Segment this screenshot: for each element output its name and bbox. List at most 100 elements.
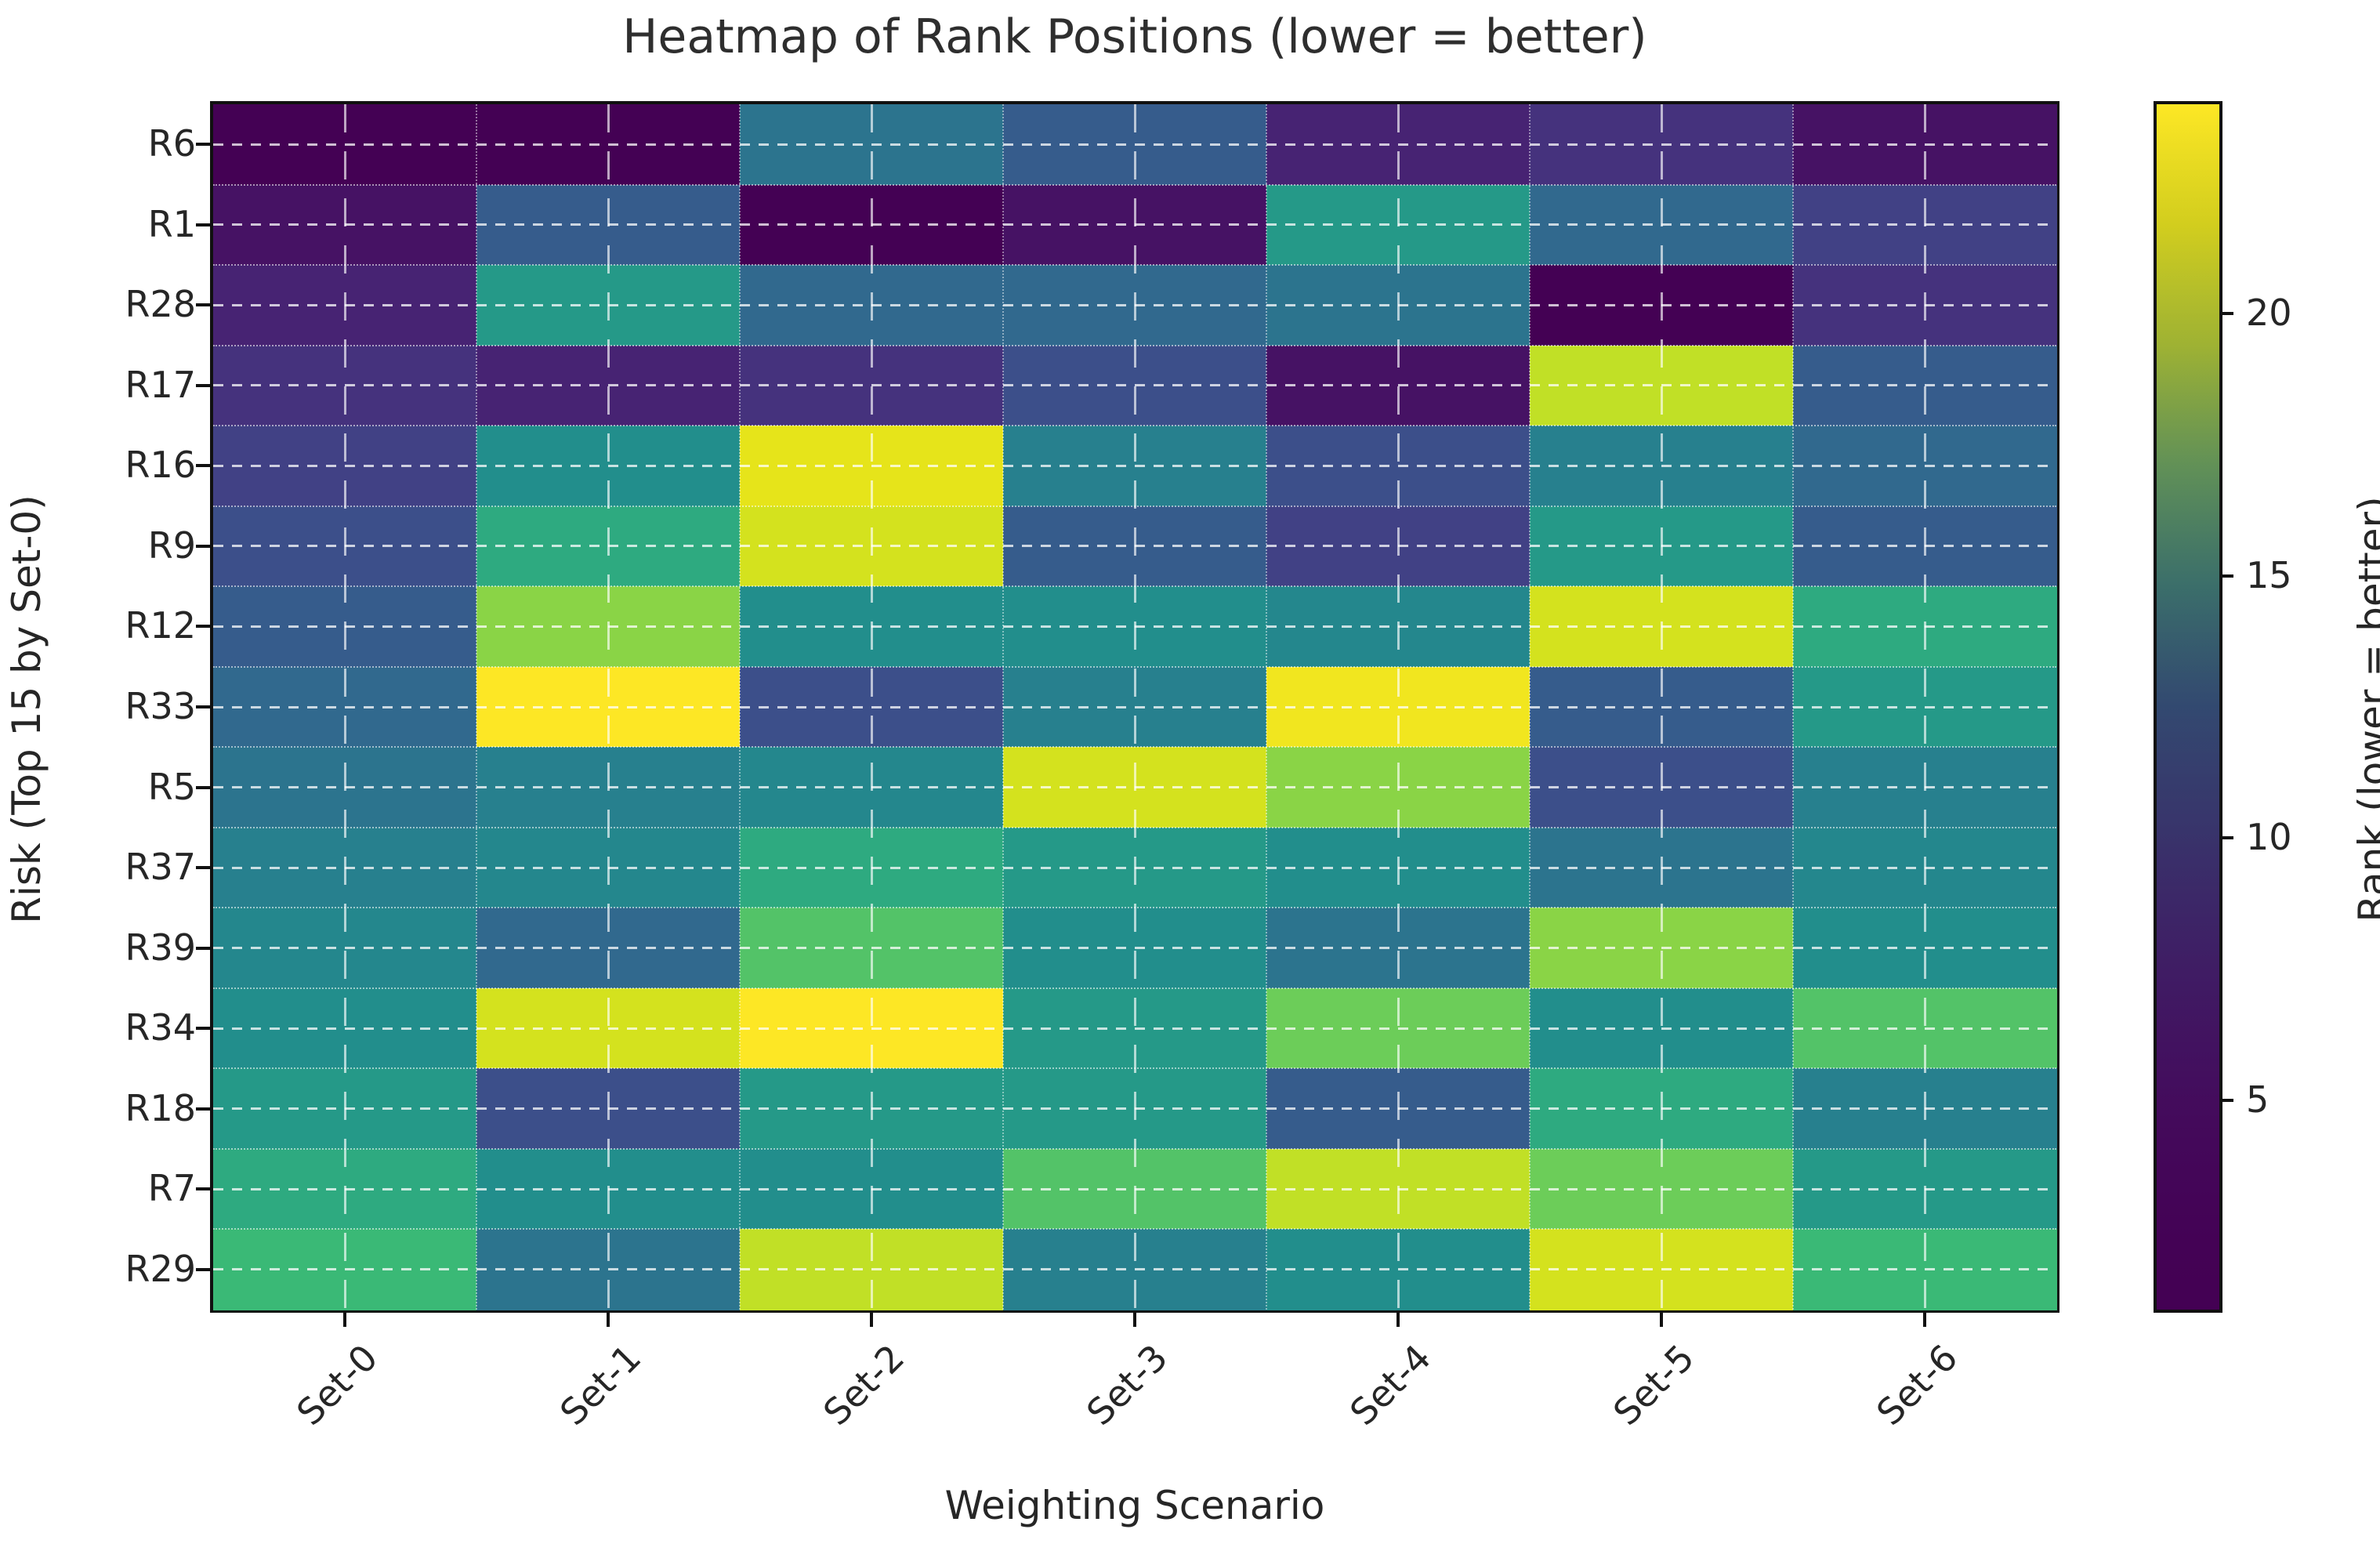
heatmap-cell: [740, 666, 1004, 748]
heatmap-plot-area: [210, 101, 2059, 1313]
colorbar-tick: [2219, 312, 2233, 316]
y-tick-label: R18: [125, 1086, 197, 1129]
x-tick-label: Set-0: [288, 1336, 386, 1434]
heatmap-cell: [1793, 666, 2057, 748]
heatmap-cell: [476, 426, 741, 507]
heatmap-cell: [476, 747, 741, 828]
heatmap-cell: [1793, 1229, 2057, 1310]
y-axis-tick: [196, 785, 210, 789]
y-tick-label: R29: [125, 1247, 197, 1290]
y-axis-tick: [196, 866, 210, 870]
heatmap-cell: [213, 827, 477, 909]
heatmap-cell: [1266, 184, 1531, 266]
heatmap-cell: [740, 908, 1004, 989]
heatmap-cell: [213, 184, 477, 266]
y-tick-label: R7: [147, 1167, 196, 1210]
heatmap-cell: [1793, 987, 2057, 1070]
y-axis-tick: [196, 464, 210, 468]
y-axis-tick: [196, 625, 210, 629]
heatmap-cell: [476, 265, 741, 346]
heatmap-cell: [1266, 666, 1531, 748]
heatmap-cell: [1530, 747, 1794, 828]
y-tick-label: R1: [147, 202, 196, 245]
y-tick-label: R37: [125, 846, 197, 889]
heatmap-cell: [1793, 426, 2057, 507]
heatmap-cell: [740, 586, 1004, 668]
x-tick-label: Set-3: [1078, 1336, 1176, 1434]
heatmap-cell: [1003, 908, 1267, 989]
x-axis-tick: [343, 1313, 346, 1327]
heatmap-cell: [1793, 184, 2057, 266]
heatmap-cell: [1003, 747, 1267, 828]
heatmap-cell: [1530, 1148, 1794, 1230]
x-axis-tick: [870, 1313, 873, 1327]
heatmap-cell: [1003, 987, 1267, 1070]
heatmap-cell: [1530, 666, 1794, 748]
heatmap-cell: [740, 987, 1004, 1070]
heatmap-cell: [1793, 908, 2057, 989]
heatmap-cell: [1266, 827, 1531, 909]
colorbar-tick-label: 5: [2246, 1078, 2270, 1121]
heatmap-cell: [213, 345, 477, 427]
heatmap-cell: [1003, 586, 1267, 668]
heatmap-cell: [1530, 104, 1794, 186]
heatmap-cell: [476, 666, 741, 748]
y-axis-tick: [196, 1027, 210, 1031]
heatmap-cell: [213, 586, 477, 668]
colorbar-tick-label: 10: [2246, 816, 2292, 859]
x-axis-tick: [607, 1313, 610, 1327]
heatmap-cell: [1266, 104, 1531, 186]
x-tick-label: Set-4: [1342, 1336, 1440, 1434]
y-axis-tick: [196, 1107, 210, 1111]
heatmap-cell: [1266, 1068, 1531, 1150]
y-axis-label: Risk (Top 15 by Set-0): [4, 495, 49, 924]
x-tick-label: Set-2: [815, 1336, 913, 1434]
colorbar-tick-label: 15: [2246, 553, 2292, 596]
x-tick-label: Set-6: [1868, 1336, 1966, 1434]
heatmap-cell: [740, 1068, 1004, 1150]
heatmap-cell: [213, 506, 477, 588]
heatmap-cell: [213, 747, 477, 828]
heatmap-cell: [1793, 1068, 2057, 1150]
heatmap-cell: [1793, 747, 2057, 828]
heatmap-cell: [740, 506, 1004, 588]
heatmap-cell: [1003, 1229, 1267, 1310]
heatmap-cell: [1530, 265, 1794, 346]
y-axis-tick: [196, 1267, 210, 1271]
heatmap-cell: [1530, 345, 1794, 427]
heatmap-cell: [1003, 827, 1267, 909]
heatmap-cell: [1266, 987, 1531, 1070]
heatmap-cell: [213, 908, 477, 989]
heatmap-cell: [1266, 747, 1531, 828]
heatmap-cell: [1266, 586, 1531, 668]
y-axis-tick: [196, 223, 210, 226]
heatmap-cell: [1793, 345, 2057, 427]
y-axis-tick: [196, 143, 210, 147]
heatmap-cell: [1003, 1148, 1267, 1230]
colorbar-tick: [2219, 1098, 2233, 1102]
y-tick-label: R12: [125, 604, 197, 647]
y-axis-tick: [196, 544, 210, 548]
y-axis-tick: [196, 705, 210, 708]
heatmap-cell: [476, 1148, 741, 1230]
heatmap-cell: [1530, 586, 1794, 668]
heatmap-cell: [1266, 506, 1531, 588]
heatmap-cell: [476, 184, 741, 266]
heatmap-cell: [1530, 1229, 1794, 1310]
colorbar-tick: [2219, 836, 2233, 840]
heatmap-cell: [213, 104, 477, 186]
heatmap-cell: [476, 908, 741, 989]
heatmap-cell: [1003, 265, 1267, 346]
heatmap-cell: [476, 1068, 741, 1150]
y-tick-label: R17: [125, 363, 197, 406]
heatmap-cell: [1793, 827, 2057, 909]
heatmap-cell: [476, 987, 741, 1070]
heatmap-cell: [1793, 586, 2057, 668]
heatmap-cell: [1003, 666, 1267, 748]
heatmap-cell: [1266, 265, 1531, 346]
heatmap-cell: [1003, 345, 1267, 427]
heatmap-cell: [1003, 1068, 1267, 1150]
heatmap-cell: [740, 1148, 1004, 1230]
heatmap-cell: [1793, 265, 2057, 346]
